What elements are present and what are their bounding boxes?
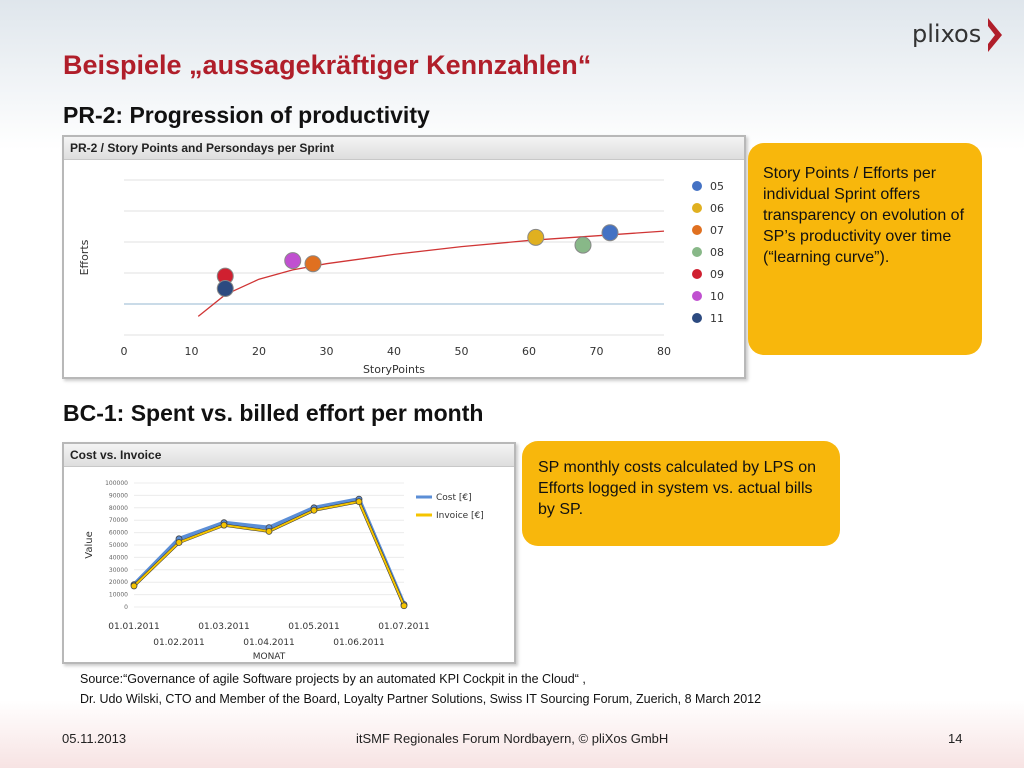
data-point — [220, 521, 228, 529]
x-tick-label: 40 — [387, 345, 401, 358]
data-point-06 — [527, 228, 545, 246]
legend-label-08: 08 — [710, 246, 724, 259]
legend-label-05: 05 — [710, 180, 724, 193]
bc1-callout-text: SP monthly costs calculated by LPS on Ef… — [538, 459, 817, 518]
legend-label-07: 07 — [710, 224, 724, 237]
legend-marker-10 — [692, 291, 702, 301]
legend-label-0: Cost [€] — [436, 493, 472, 503]
trend-line — [197, 230, 665, 317]
x-tick-label: 01.04.2011 — [243, 638, 295, 648]
data-point-10 — [284, 252, 302, 270]
source-line-2: Dr. Udo Wilski, CTO and Member of the Bo… — [80, 692, 762, 706]
legend-marker-06 — [692, 203, 702, 213]
y-tick-label: 0 — [124, 604, 128, 611]
footer-date: 05.11.2013 — [62, 731, 127, 746]
series-line-1 — [133, 500, 405, 607]
logo-arrow-icon — [988, 18, 1002, 52]
legend-label-1: Invoice [€] — [436, 511, 484, 521]
x-tick-label: 01.02.2011 — [153, 638, 205, 648]
legend-marker-09 — [692, 269, 702, 279]
y-tick-label: 90000 — [109, 492, 128, 499]
x-tick-label: 30 — [320, 345, 334, 358]
legend-marker-07 — [692, 225, 702, 235]
data-point-08 — [574, 236, 592, 254]
data-point — [310, 506, 318, 514]
pr2-scatter-chart: 0 10 20 30 40 50 60 70 80 StoryPoints Efforts 05 06 0… — [78, 179, 724, 376]
data-point-07 — [304, 255, 322, 273]
y-axis-label: Efforts — [78, 239, 91, 275]
pr2-chart-panel: PR-2 / Story Points and Persondays per S… — [62, 135, 746, 379]
x-tick-label: 10 — [185, 345, 199, 358]
pr2-chart-header: PR-2 / Story Points and Persondays per S… — [64, 137, 744, 160]
x-axis-label: MONAT — [253, 652, 286, 661]
data-point — [130, 582, 138, 590]
x-tick-label: 20 — [252, 345, 266, 358]
legend-marker-11 — [692, 313, 702, 323]
logo-text: plixos — [912, 20, 981, 48]
y-tick-label: 20000 — [109, 579, 128, 586]
x-tick-label: 0 — [121, 345, 128, 358]
x-tick-label: 01.07.2011 — [378, 622, 430, 632]
y-tick-label: 100000 — [105, 480, 128, 487]
x-tick-label: 50 — [455, 345, 469, 358]
y-tick-label: 50000 — [109, 542, 128, 549]
x-tick-label: 01.01.2011 — [108, 622, 160, 632]
bc1-chart-header: Cost vs. Invoice — [64, 444, 514, 467]
page-number: 14 — [948, 731, 963, 746]
x-tick-label: 80 — [657, 345, 671, 358]
data-point-05 — [601, 224, 619, 242]
x-axis-label: StoryPoints — [363, 363, 425, 376]
y-tick-label: 80000 — [109, 505, 128, 512]
legend-label-10: 10 — [710, 290, 724, 303]
plixos-logo: plixos — [912, 18, 1002, 52]
legend-marker-08 — [692, 247, 702, 257]
source-citation: Source:“Governance of agile Software pro… — [80, 669, 761, 709]
y-tick-label: 70000 — [109, 517, 128, 524]
y-tick-label: 30000 — [109, 567, 128, 574]
legend-label-09: 09 — [710, 268, 724, 281]
page-title: Beispiele „aussagekräftiger Kennzahlen“ — [63, 50, 592, 80]
bc1-line-chart: 0 10000 20000 30000 40000 50000 60000 70000 8000… — [84, 480, 484, 661]
y-axis-label: Value — [84, 531, 95, 558]
legend-marker-05 — [692, 181, 702, 191]
y-tick-label: 10000 — [109, 592, 128, 599]
pr2-callout-text: Story Points / Efforts per individual Sp… — [763, 165, 965, 266]
x-tick-label: 01.03.2011 — [198, 622, 250, 632]
data-point — [175, 539, 183, 546]
x-tick-label: 01.06.2011 — [333, 638, 385, 648]
y-tick-label: 60000 — [109, 530, 128, 537]
x-tick-label: 70 — [590, 345, 604, 358]
source-line-1: Source:“Governance of agile Software pro… — [80, 672, 586, 686]
legend-label-11: 11 — [710, 312, 724, 325]
data-point — [355, 498, 363, 505]
data-point — [400, 602, 408, 610]
footer-center-text: itSMF Regionales Forum Nordbayern, © pli… — [356, 731, 669, 746]
x-tick-label: 60 — [522, 345, 536, 358]
data-point — [265, 527, 273, 535]
bc1-callout: SP monthly costs calculated by LPS on Ef… — [522, 441, 840, 546]
series-line-outline — [132, 499, 406, 607]
section-title-pr2: PR-2: Progression of productivity — [63, 102, 430, 128]
bc1-chart-panel: Cost vs. Invoice 0 10000 20000 30000 40000 50… — [62, 442, 516, 664]
x-tick-label: 01.05.2011 — [288, 622, 340, 632]
data-point-11 — [216, 280, 234, 297]
y-tick-label: 40000 — [109, 554, 128, 561]
pr2-callout: Story Points / Efforts per individual Sp… — [748, 143, 982, 355]
legend-label-06: 06 — [710, 202, 724, 215]
section-title-bc1: BC-1: Spent vs. billed effort per month — [63, 400, 484, 426]
